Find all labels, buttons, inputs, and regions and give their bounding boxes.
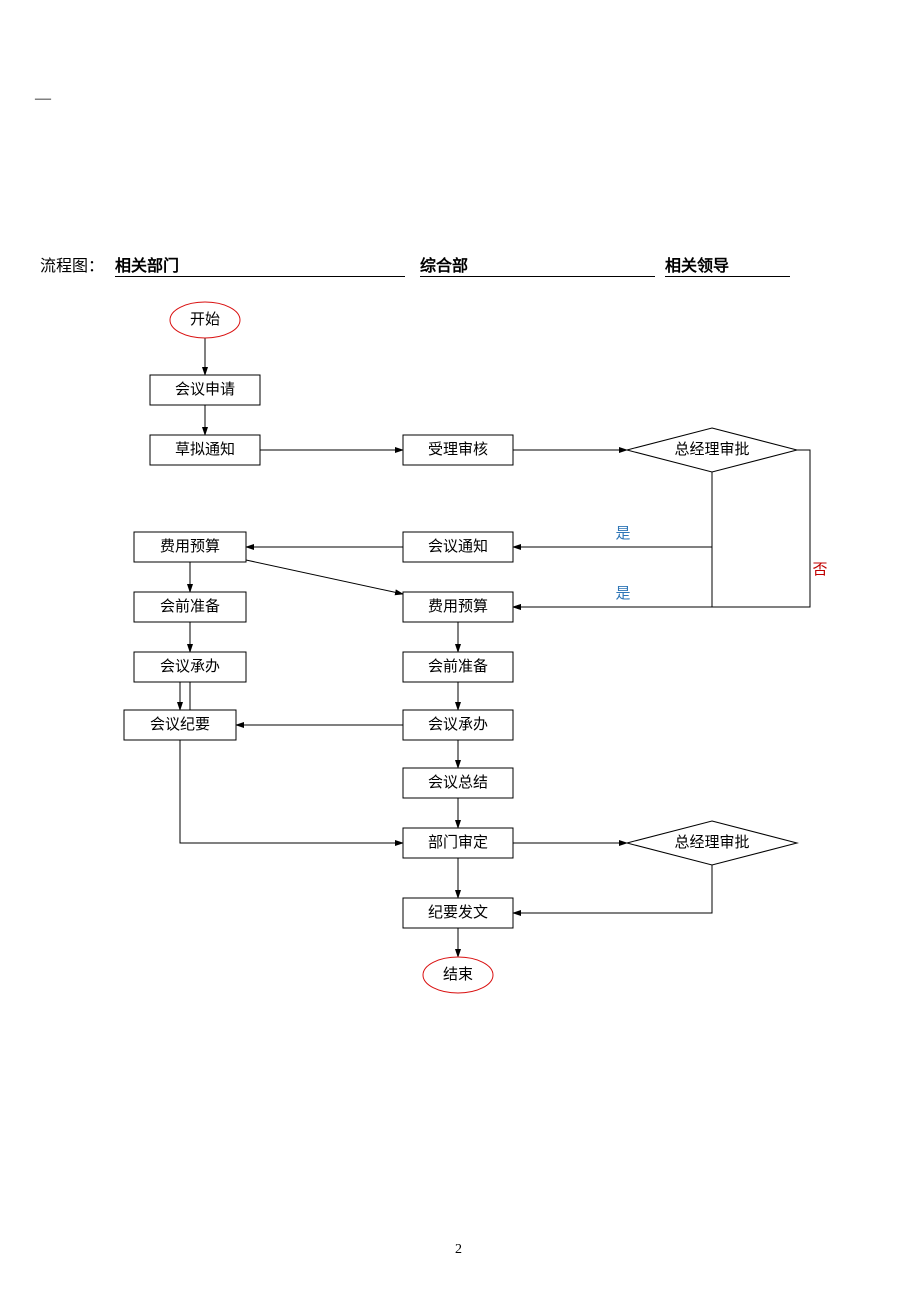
svg-text:总经理审批: 总经理审批 [674, 441, 749, 458]
edge-label: 否 [812, 562, 827, 578]
svg-text:部门审定: 部门审定 [428, 834, 488, 851]
svg-text:费用预算: 费用预算 [160, 537, 220, 555]
edge-minuteL-deptrev [180, 740, 403, 843]
node-prepL: 会前准备 [134, 592, 246, 622]
node-budgetL: 费用预算 [134, 532, 246, 562]
node-prepC: 会前准备 [403, 652, 513, 682]
svg-text:会前准备: 会前准备 [428, 658, 488, 675]
node-draft: 草拟通知 [150, 435, 260, 465]
edge-hostL-minuteL [180, 682, 190, 710]
flowchart-canvas: 开始会议申请草拟通知受理审核总经理审批费用预算会议通知会前准备费用预算会议承办会… [0, 0, 920, 1302]
node-hostC: 会议承办 [403, 710, 513, 740]
svg-text:会前准备: 会前准备 [160, 598, 220, 615]
svg-text:草拟通知: 草拟通知 [175, 441, 235, 458]
node-approve2: 总经理审批 [627, 821, 797, 865]
svg-text:会议承办: 会议承办 [428, 716, 488, 733]
svg-text:会议申请: 会议申请 [175, 381, 235, 398]
svg-text:会议承办: 会议承办 [160, 658, 220, 675]
node-apply: 会议申请 [150, 375, 260, 405]
node-hostL: 会议承办 [134, 652, 246, 682]
node-start: 开始 [170, 302, 240, 338]
svg-text:会议纪要: 会议纪要 [150, 716, 210, 733]
node-accept: 受理审核 [403, 435, 513, 465]
edge-budgetL-budgetC [246, 560, 403, 594]
svg-text:纪要发文: 纪要发文 [428, 904, 488, 921]
svg-text:开始: 开始 [190, 311, 220, 328]
node-budgetC: 费用预算 [403, 592, 513, 622]
node-approve1: 总经理审批 [627, 428, 797, 472]
page-number: 2 [455, 1242, 462, 1258]
edge-approve2-dispatch [513, 865, 712, 913]
node-notice: 会议通知 [403, 532, 513, 562]
edge-approve1_yes2-budgetC2 [513, 547, 712, 607]
edge-approve1-notice [513, 472, 712, 547]
svg-text:总经理审批: 总经理审批 [674, 834, 749, 851]
edge-label: 是 [615, 526, 630, 542]
node-end: 结束 [423, 957, 493, 993]
edge-approve1-budgetC [513, 450, 810, 607]
svg-text:费用预算: 费用预算 [428, 597, 488, 615]
node-deptrev: 部门审定 [403, 828, 513, 858]
svg-text:会议总结: 会议总结 [428, 774, 488, 791]
node-dispatch: 纪要发文 [403, 898, 513, 928]
svg-text:受理审核: 受理审核 [428, 441, 488, 458]
svg-text:会议通知: 会议通知 [428, 538, 488, 555]
svg-text:结束: 结束 [443, 966, 473, 983]
node-minuteL: 会议纪要 [124, 710, 236, 740]
edge-label: 是 [615, 586, 630, 602]
node-summary: 会议总结 [403, 768, 513, 798]
